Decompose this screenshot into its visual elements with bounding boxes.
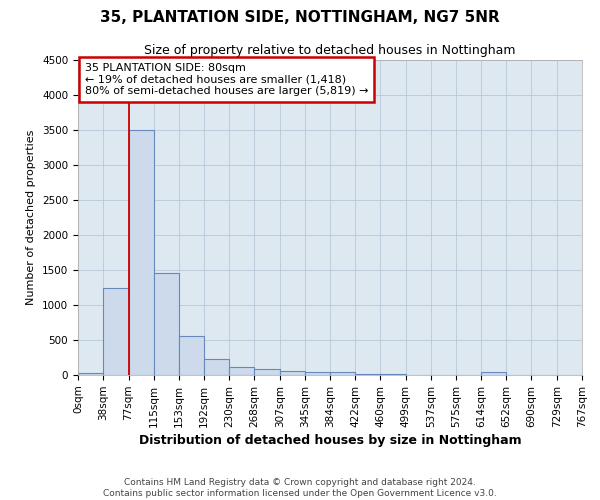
Bar — [331, 372, 355, 375]
Bar — [355, 374, 380, 375]
Bar — [305, 372, 331, 375]
Bar — [204, 359, 229, 375]
Text: 35 PLANTATION SIDE: 80sqm
← 19% of detached houses are smaller (1,418)
80% of se: 35 PLANTATION SIDE: 80sqm ← 19% of detac… — [85, 63, 368, 96]
Y-axis label: Number of detached properties: Number of detached properties — [26, 130, 37, 305]
Bar — [481, 372, 506, 375]
Bar — [154, 273, 179, 375]
X-axis label: Distribution of detached houses by size in Nottingham: Distribution of detached houses by size … — [139, 434, 521, 447]
Bar — [380, 374, 406, 375]
Text: 35, PLANTATION SIDE, NOTTINGHAM, NG7 5NR: 35, PLANTATION SIDE, NOTTINGHAM, NG7 5NR — [100, 10, 500, 25]
Bar — [254, 369, 280, 375]
Bar — [280, 371, 305, 375]
Bar — [78, 373, 103, 375]
Text: Contains HM Land Registry data © Crown copyright and database right 2024.
Contai: Contains HM Land Registry data © Crown c… — [103, 478, 497, 498]
Title: Size of property relative to detached houses in Nottingham: Size of property relative to detached ho… — [144, 44, 516, 58]
Bar — [179, 336, 204, 375]
Bar — [229, 367, 254, 375]
Bar — [128, 130, 154, 375]
Bar — [103, 288, 128, 375]
